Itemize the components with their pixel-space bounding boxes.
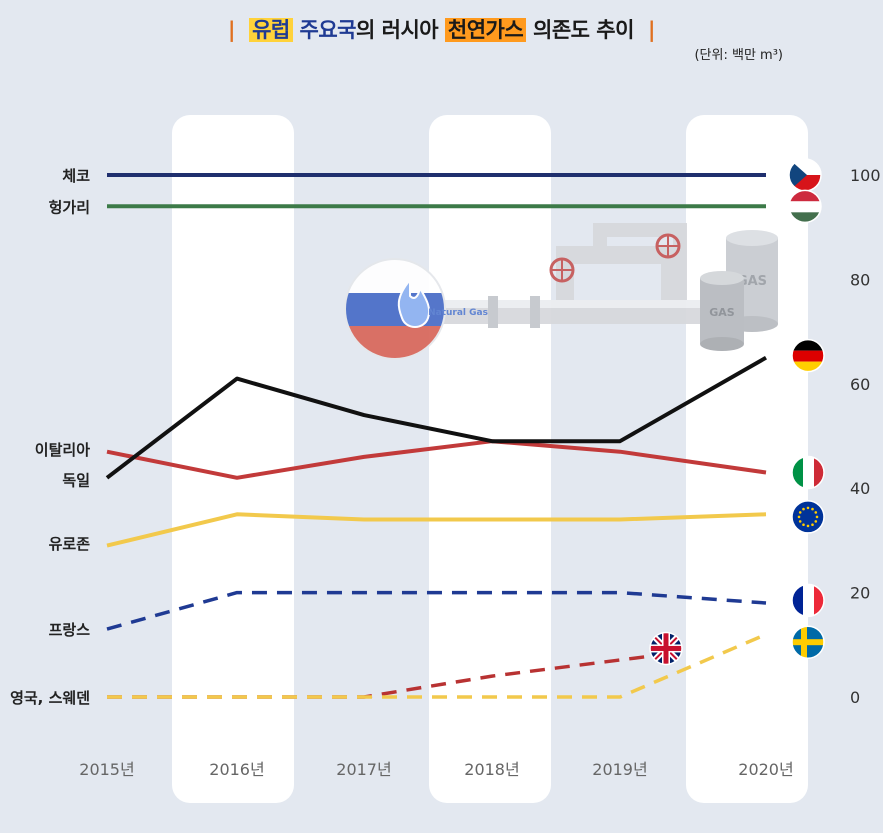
- series-label: 유로존: [49, 535, 91, 553]
- italy-flag-icon: [791, 455, 825, 490]
- y-tick-label: 40: [850, 479, 870, 498]
- x-tick-label: 2015년: [79, 760, 134, 779]
- y-tick-label: 60: [850, 375, 870, 394]
- unit-label: (단위: 백만 m³): [694, 48, 783, 63]
- tank-label: GAS: [709, 306, 735, 319]
- series-line-sweden: [107, 632, 767, 699]
- title-russia: 의 러시아: [356, 18, 445, 42]
- title-europe: 유럽: [249, 18, 293, 42]
- hungary-flag-icon: [788, 189, 822, 224]
- series-label: 체코: [62, 167, 90, 185]
- eu-flag-icon: [791, 500, 825, 534]
- series-lines: [105, 173, 767, 699]
- x-tick-label: 2020년: [738, 760, 793, 779]
- series-line-germany: [105, 355, 767, 480]
- x-tick-label: 2018년: [464, 760, 519, 779]
- flame-icon: [397, 277, 430, 328]
- series-line-italy: [106, 439, 767, 480]
- series-line-eurozone: [106, 512, 767, 548]
- y-tick-label: 80: [850, 270, 870, 289]
- series-line-france: [106, 590, 767, 631]
- x-axis: 2015년 2016년 2017년 2018년 2019년 2020년: [79, 760, 793, 779]
- series-label: 프랑스: [49, 621, 91, 639]
- uk-flag-icon: [649, 631, 683, 666]
- y-tick-label: 0: [850, 688, 860, 707]
- series-label: 이탈리아: [35, 441, 90, 459]
- sweden-flag-icon: [791, 625, 825, 659]
- title-dependence: 의존도 추이: [526, 18, 634, 42]
- x-tick-label: 2019년: [592, 760, 647, 779]
- highlight-columns: [172, 115, 808, 803]
- pipe-label: Natural Gas: [428, 308, 488, 318]
- title-natural-gas: 천연가스: [444, 18, 527, 42]
- title-divider-left: |: [227, 18, 236, 42]
- series-label: 영국, 스웨덴: [10, 689, 90, 707]
- y-tick-label: 100: [850, 166, 881, 185]
- germany-flag-icon: [791, 338, 825, 373]
- series-label: 독일: [62, 471, 90, 489]
- title-divider-right: |: [647, 18, 656, 42]
- x-tick-label: 2017년: [336, 760, 391, 779]
- highlight-column: [429, 115, 551, 803]
- gas-tank-icon: GAS: [700, 271, 744, 351]
- y-axis: 0 20 40 60 80 100: [850, 166, 881, 707]
- czech-flag-icon: [788, 158, 822, 192]
- y-tick-label: 20: [850, 584, 870, 603]
- france-flag-icon: [791, 583, 825, 618]
- tank-label: GAS: [737, 274, 767, 289]
- chart-title: | 유럽 주요국의 러시아 천연가스 의존도 추이 |: [0, 14, 883, 44]
- highlight-column: [686, 115, 808, 803]
- title-major-countries: 주요국: [299, 18, 357, 42]
- country-flags: [649, 158, 825, 666]
- gas-pipeline-illustration: GAS GAS Natural Gas: [344, 223, 778, 360]
- highlight-column: [172, 115, 294, 803]
- x-tick-label: 2016년: [209, 760, 264, 779]
- series-label: 헝가리: [49, 198, 90, 216]
